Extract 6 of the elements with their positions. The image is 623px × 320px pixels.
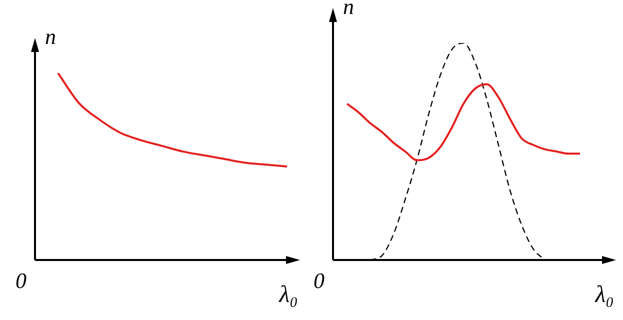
text: 0 [314,268,324,293]
x-axis-title: λ₀ [594,282,614,308]
y-axis-title: n [45,24,56,49]
y-axis-title: n [343,0,354,19]
text: 0 [16,268,26,293]
x-axis-title: λ₀ [278,282,298,308]
